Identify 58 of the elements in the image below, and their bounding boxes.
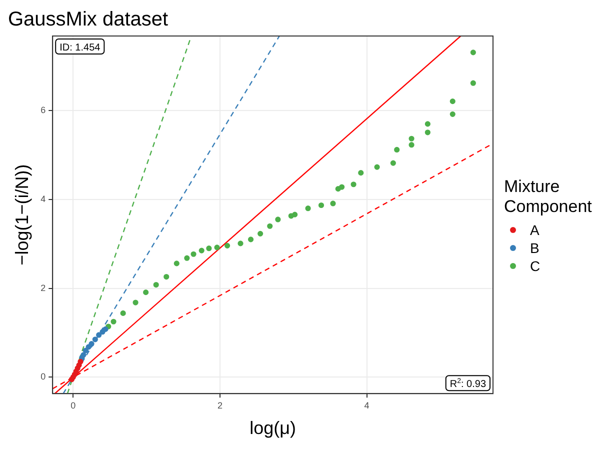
point — [190, 251, 196, 257]
point — [110, 318, 116, 324]
point — [248, 236, 254, 242]
point — [267, 223, 273, 229]
point — [450, 111, 456, 117]
point — [424, 130, 430, 136]
point — [450, 98, 456, 104]
y-tick-label: 6 — [40, 105, 46, 116]
point — [120, 310, 126, 316]
point — [350, 182, 356, 188]
point — [153, 282, 159, 288]
x-tick-label: 2 — [217, 400, 222, 410]
point — [82, 348, 88, 354]
point — [198, 248, 204, 254]
point — [394, 146, 400, 153]
y-tick-label: 2 — [40, 282, 46, 293]
legend-title: Mixture Component — [504, 177, 593, 217]
point — [470, 50, 476, 56]
point — [132, 300, 138, 306]
point — [374, 164, 380, 170]
point — [143, 290, 149, 296]
point — [258, 230, 264, 236]
point — [214, 244, 220, 250]
point — [339, 184, 345, 190]
point — [80, 352, 86, 358]
point — [424, 121, 430, 127]
point — [224, 242, 230, 248]
annotation: ID: 1.454 — [60, 42, 101, 54]
legend-label: C — [530, 258, 540, 274]
chart-title: GaussMix dataset — [8, 8, 169, 31]
legend-label: A — [530, 222, 540, 238]
point — [206, 246, 212, 252]
x-tick-label: 4 — [364, 400, 370, 410]
point — [174, 260, 180, 266]
point — [238, 240, 244, 246]
point — [88, 341, 94, 347]
point — [358, 170, 364, 176]
point — [408, 142, 414, 148]
point — [102, 326, 108, 332]
point — [330, 200, 336, 206]
y-axis-title: −log(1−(i/N)) — [12, 164, 32, 266]
point — [184, 255, 190, 261]
point — [305, 206, 311, 212]
legend-label: B — [530, 240, 540, 256]
x-tick-label: 0 — [70, 400, 76, 410]
point — [275, 216, 281, 222]
y-tick-label: 0 — [40, 372, 46, 382]
point — [318, 202, 324, 208]
point — [96, 332, 102, 338]
point — [408, 136, 414, 142]
point — [164, 274, 170, 280]
point — [470, 80, 476, 86]
point — [292, 212, 298, 218]
point — [390, 160, 396, 166]
point — [92, 336, 98, 342]
y-tick-label: 4 — [40, 194, 46, 204]
x-axis-title: log(μ) — [250, 418, 296, 438]
point — [78, 358, 84, 364]
